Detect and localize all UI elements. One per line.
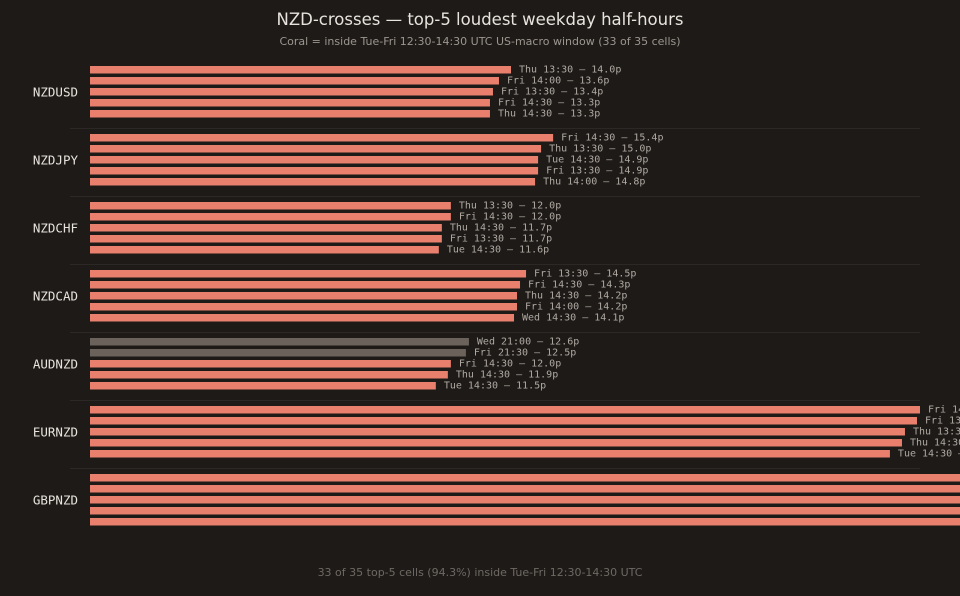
bar-label: Fri 13:30 — 13.4p [501,86,603,97]
bar-label: Fri 13:30 — 14.9p [546,165,648,176]
pair-label: NZDUSD [33,84,78,99]
bar [90,178,536,186]
bar [90,518,960,526]
bar-label: Fri 14:30 — 15.4p [561,132,663,143]
bar [90,360,451,368]
bar [90,338,469,346]
bar-label: Fri 21:30 — 12.5p [474,347,576,358]
bar-label: Thu 14:00 — 14.8p [543,176,645,187]
bar [90,474,960,482]
bar [90,235,442,243]
bar [90,303,518,311]
bar-label: Tue 14:30 — 26.6p [898,448,960,459]
bar [90,66,512,74]
bar [90,507,960,515]
bar [90,371,448,379]
pair-label: NZDJPY [33,152,79,167]
bar-label: Thu 14:30 — 11.7p [450,222,552,233]
chart-subtitle: Coral = inside Tue-Fri 12:30-14:30 UTC U… [279,35,681,48]
bar [90,202,451,210]
bar-label: Fri 14:30 — 14.3p [528,279,630,290]
bar [90,167,539,175]
bar-label: Fri 14:30 — 12.0p [459,211,561,222]
pair-label: EURNZD [33,424,78,439]
bar [90,406,920,414]
bar [90,246,439,254]
bar-label: Thu 14:30 — 27.0p [910,437,960,448]
bar-label: Fri 13:30 — 27.5p [925,415,960,426]
bar-label: Wed 14:30 — 14.1p [522,312,624,323]
bar [90,77,499,85]
bar-label: Tue 14:30 — 14.9p [546,154,648,165]
bar [90,496,960,504]
bar [90,213,451,221]
bar [90,88,493,96]
bar [90,145,542,153]
bar-label: Fri 13:30 — 11.7p [450,233,552,244]
bar-label: Fri 14:30 — 27.6p [928,404,960,415]
bar [90,382,436,390]
bar [90,439,902,447]
bar-label: Fri 14:00 — 13.6p [507,75,609,86]
bar-label: Thu 13:30 — 14.0p [519,64,621,75]
bar [90,292,518,300]
chart-title: NZD-crosses — top-5 loudest weekday half… [276,10,684,29]
pair-label: NZDCHF [33,220,78,235]
pair-label: NZDCAD [33,288,78,303]
bar [90,156,539,164]
bar [90,270,527,278]
bar-label: Wed 21:00 — 12.6p [477,336,579,347]
bar-label: Thu 13:30 — 15.0p [549,143,651,154]
bar [90,428,905,436]
bar-label: Fri 14:00 — 14.2p [525,301,627,312]
chart-footnote: 33 of 35 top-5 cells (94.3%) inside Tue-… [317,566,643,579]
bar [90,314,515,322]
bar-label: Thu 14:30 — 14.2p [525,290,627,301]
bar [90,417,917,425]
bar-label: Fri 14:30 — 12.0p [459,358,561,369]
bar-label: Thu 14:30 — 13.3p [498,108,600,119]
bar [90,450,890,458]
bar [90,99,490,107]
bar-label: Thu 13:30 — 27.1p [913,426,960,437]
bar [90,485,960,493]
bar-label: Thu 13:30 — 12.0p [459,200,561,211]
bar-label: Tue 14:30 — 11.6p [447,244,549,255]
bar [90,110,490,118]
bar-label: Tue 14:30 — 11.5p [444,380,546,391]
bar [90,349,466,357]
bar [90,134,554,142]
bar-label: Thu 14:30 — 11.9p [456,369,558,380]
bar-label: Fri 14:30 — 13.3p [498,97,600,108]
bar [90,281,521,289]
pair-label: GBPNZD [33,492,78,507]
bar [90,224,442,232]
pair-label: AUDNZD [33,356,78,371]
bar-label: Fri 13:30 — 14.5p [534,268,636,279]
